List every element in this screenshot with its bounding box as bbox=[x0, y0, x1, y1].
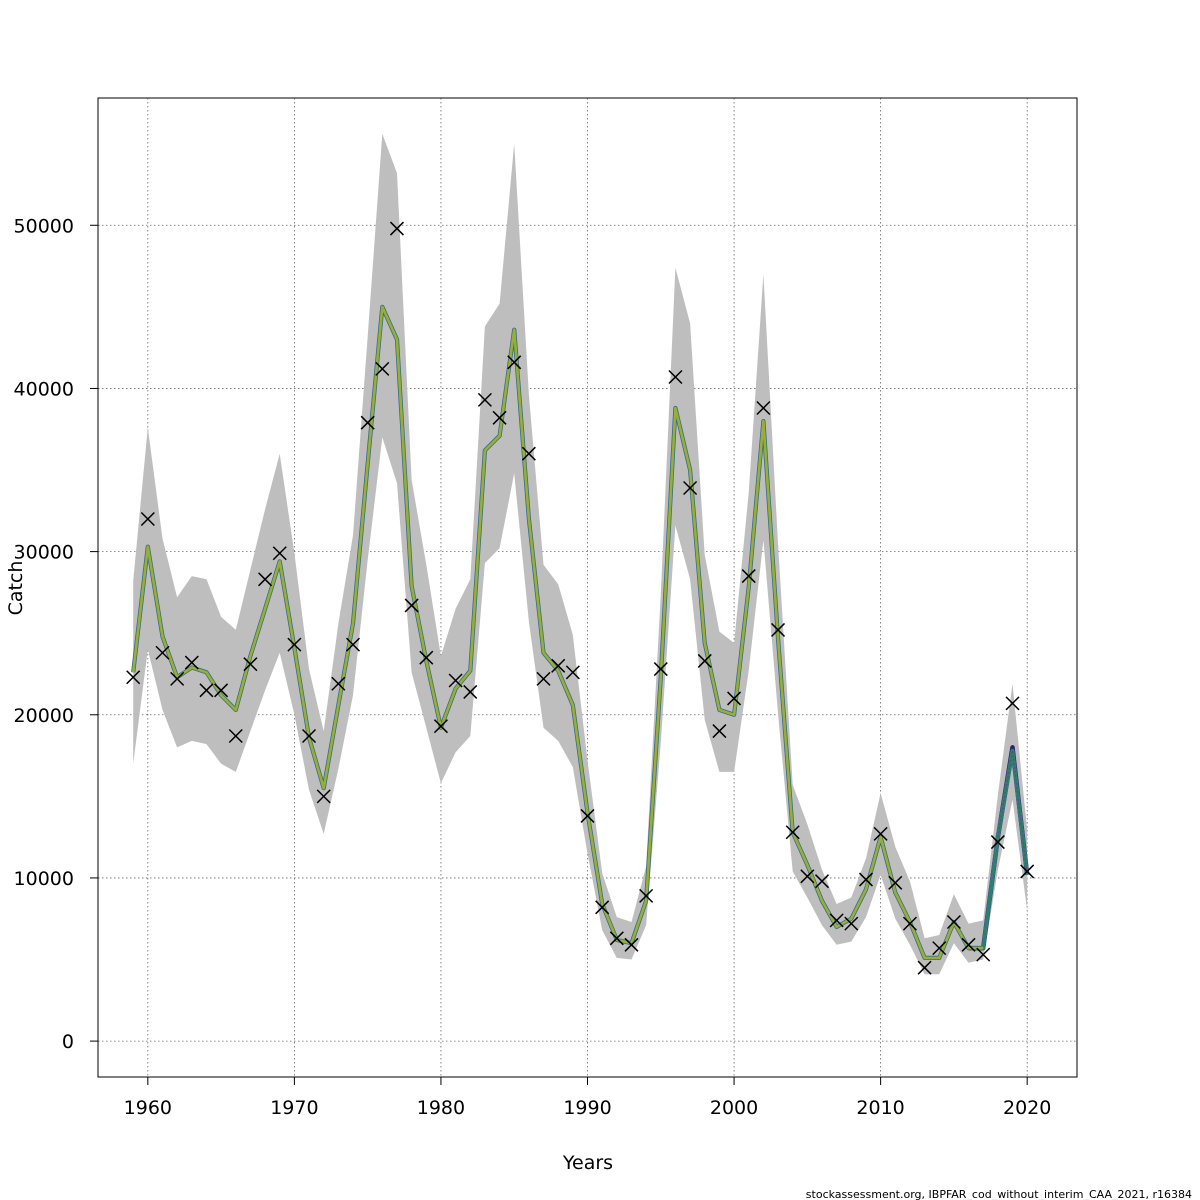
observed-point bbox=[1020, 864, 1035, 879]
observed-point bbox=[917, 960, 932, 975]
observed-point bbox=[551, 658, 566, 673]
observed-point bbox=[639, 888, 654, 903]
observed-point bbox=[653, 662, 668, 677]
x-axis-title: Years bbox=[562, 1152, 613, 1174]
observed-markers bbox=[126, 221, 1035, 975]
observed-point bbox=[375, 361, 390, 376]
observed-point bbox=[316, 789, 331, 804]
observed-point bbox=[800, 869, 815, 884]
observed-point bbox=[419, 650, 434, 665]
observed-point bbox=[829, 913, 844, 928]
observed-point bbox=[126, 670, 141, 685]
observed-point bbox=[595, 900, 610, 915]
x-tick-label: 2010 bbox=[856, 1097, 904, 1119]
observed-point bbox=[902, 916, 917, 931]
observed-point bbox=[932, 941, 947, 956]
observed-point bbox=[170, 671, 185, 686]
observed-point bbox=[448, 673, 463, 688]
observed-point bbox=[155, 645, 170, 660]
observed-point bbox=[521, 446, 536, 461]
observed-point bbox=[697, 653, 712, 668]
observed-point bbox=[624, 937, 639, 952]
observed-point bbox=[976, 947, 991, 962]
observed-point bbox=[858, 872, 873, 887]
observed-point bbox=[228, 728, 243, 744]
x-tick-label: 2020 bbox=[1003, 1097, 1051, 1119]
y-tick-label: 40000 bbox=[14, 378, 74, 400]
observed-point bbox=[814, 874, 830, 889]
observed-point bbox=[580, 808, 595, 823]
x-tick-label: 1980 bbox=[417, 1097, 465, 1119]
x-tick-label: 2000 bbox=[710, 1097, 758, 1119]
observed-point bbox=[712, 724, 727, 739]
observed-point bbox=[770, 622, 786, 637]
observed-point bbox=[668, 369, 683, 385]
observed-point bbox=[609, 931, 624, 946]
y-tick-label: 20000 bbox=[14, 705, 74, 727]
observed-point bbox=[345, 637, 361, 652]
observed-point bbox=[990, 835, 1005, 850]
x-tick-label: 1990 bbox=[563, 1097, 611, 1119]
observed-point bbox=[214, 683, 229, 698]
y-tick-label: 0 bbox=[62, 1031, 74, 1053]
observed-point bbox=[756, 400, 771, 416]
observed-point bbox=[199, 683, 214, 698]
observed-point bbox=[888, 875, 903, 890]
observed-point bbox=[477, 392, 492, 407]
observed-point bbox=[463, 684, 478, 699]
observed-point bbox=[946, 914, 961, 930]
source-footer: stockassessment.org, IBPFAR_cod_without_… bbox=[806, 1188, 1192, 1200]
observed-point bbox=[433, 719, 448, 734]
observed-point bbox=[961, 937, 976, 952]
grid-lines bbox=[98, 98, 1077, 1077]
observed-point bbox=[492, 410, 507, 425]
observed-point bbox=[360, 415, 375, 430]
observed-point bbox=[140, 511, 155, 527]
series-line-dotted bbox=[997, 750, 1028, 875]
observed-point bbox=[844, 916, 859, 931]
observed-point bbox=[272, 546, 287, 561]
observed-point bbox=[785, 825, 800, 840]
observed-point bbox=[565, 665, 580, 680]
y-tick-label: 30000 bbox=[14, 542, 74, 564]
x-tick-label: 1970 bbox=[270, 1097, 318, 1119]
observed-point bbox=[258, 572, 273, 587]
observed-point bbox=[389, 221, 405, 236]
observed-point bbox=[243, 657, 258, 672]
observed-point bbox=[727, 691, 742, 706]
y-axis-title: Catch bbox=[5, 561, 27, 616]
x-axis: 1960 1970 1980 1990 2000 2010 2020 bbox=[124, 1077, 1051, 1119]
confidence-band bbox=[133, 133, 1028, 975]
observed-point bbox=[404, 598, 419, 613]
observed-point bbox=[536, 671, 551, 686]
observed-point bbox=[1005, 696, 1020, 711]
y-tick-label: 50000 bbox=[14, 215, 74, 237]
x-tick-label: 1960 bbox=[124, 1097, 172, 1119]
observed-point bbox=[683, 480, 698, 495]
observed-point bbox=[287, 637, 302, 652]
observed-point bbox=[331, 676, 346, 691]
y-axis: 0 10000 20000 30000 40000 50000 bbox=[14, 215, 98, 1053]
observed-point bbox=[184, 655, 199, 670]
observed-point bbox=[741, 569, 756, 584]
observed-point bbox=[302, 728, 317, 744]
observed-point bbox=[507, 355, 522, 370]
y-tick-label: 10000 bbox=[14, 868, 74, 890]
observed-point bbox=[873, 826, 888, 841]
